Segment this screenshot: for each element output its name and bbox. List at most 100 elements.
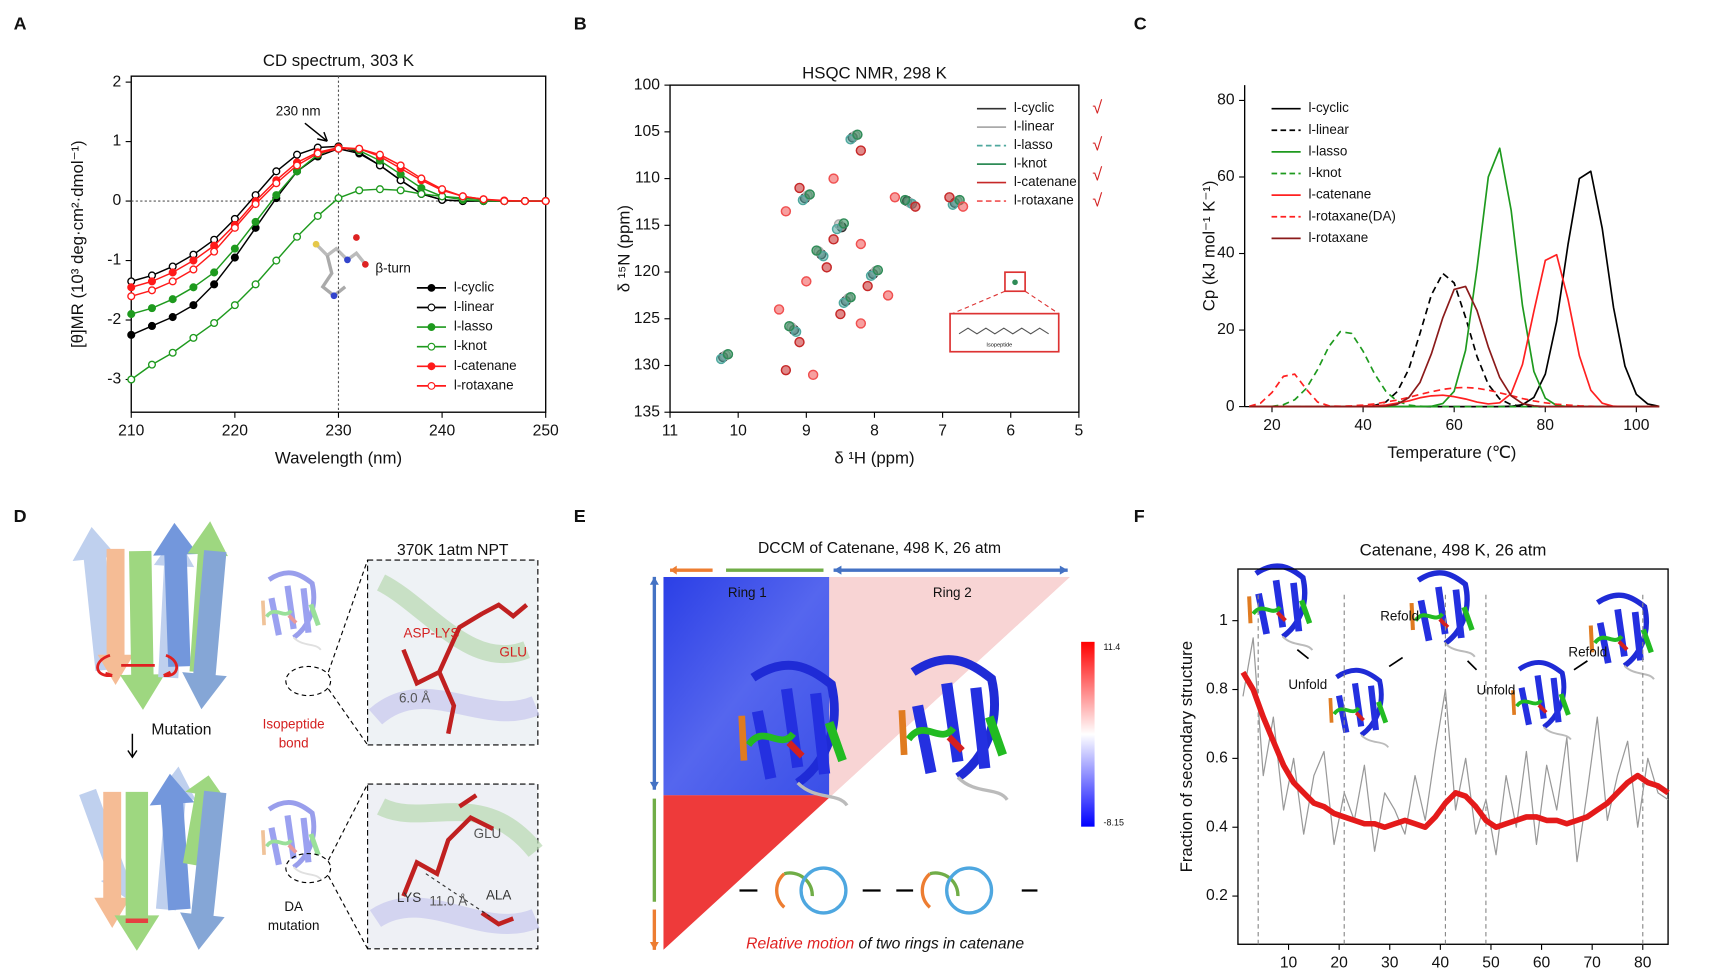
- data-point: [396, 186, 405, 195]
- x-tick-label: 230: [325, 422, 351, 439]
- data-point: [147, 321, 157, 331]
- chart: 210 220 230 240 250 -3 -2 -1 0 1 2 CD spectrum, 303…: [68, 51, 559, 468]
- da-label: DA: [284, 899, 303, 914]
- legend-label: l-linear: [1309, 122, 1350, 137]
- data-point: [230, 253, 239, 262]
- legend-label: l-cyclic: [454, 279, 495, 294]
- y-tick-label: 1: [112, 133, 121, 150]
- da-label: mutation: [268, 918, 320, 933]
- peak: [794, 336, 805, 348]
- legend-label: l-lasso: [1014, 137, 1053, 152]
- y-axis-label: Cp (kJ mol⁻¹ K⁻¹): [1199, 181, 1218, 312]
- x-tick-label: 60: [1445, 417, 1463, 434]
- isopeptide-label: bond: [279, 735, 309, 750]
- caption-highlight: Relative motion: [746, 935, 854, 952]
- y-tick-label: 1: [1219, 612, 1228, 629]
- panel-labels: A B C D E F: [14, 13, 1147, 526]
- data-point: [375, 150, 384, 159]
- checkmark: √: [1092, 97, 1102, 117]
- legend-label: l-knot: [454, 338, 487, 353]
- data-point: [147, 286, 157, 295]
- y-axis-label: δ ¹⁵N (ppm): [615, 205, 634, 292]
- highlight-ellipse: [285, 852, 332, 884]
- y-tick-label: 0.2: [1206, 887, 1228, 904]
- data-point: [230, 301, 239, 310]
- inset-label: Isopeptide: [986, 342, 1012, 348]
- data-point: [189, 333, 198, 342]
- x-axis-label: Wavelength (nm): [275, 449, 402, 468]
- data-point: [313, 211, 322, 220]
- data-point: [479, 195, 488, 204]
- legend-label: l-catenane: [454, 358, 517, 373]
- data-point: [417, 174, 426, 183]
- data-point: [147, 360, 157, 369]
- peak: [855, 145, 867, 156]
- data-point: [127, 310, 136, 319]
- legend-marker: [427, 362, 436, 371]
- isopeptide-label: Isopeptide: [263, 716, 325, 731]
- md-snapshots: [1249, 566, 1654, 747]
- peak: [780, 364, 792, 376]
- data-point: [417, 189, 426, 198]
- data-point: [189, 283, 198, 292]
- peak: [865, 270, 877, 281]
- data-point: [168, 277, 177, 286]
- legend-label: l-cyclic: [1309, 100, 1350, 115]
- plot-frame: [669, 84, 1080, 413]
- legend-label: l-lasso: [454, 319, 493, 334]
- x-tick-label: 60: [1533, 954, 1551, 971]
- legend-marker: [427, 323, 436, 332]
- legend-marker: [427, 381, 436, 390]
- y-tick-label: 135: [634, 403, 660, 420]
- data-point: [355, 144, 364, 153]
- annotation: Unfold: [1288, 677, 1327, 692]
- data-point: [334, 194, 343, 203]
- legend-marker: [427, 283, 436, 292]
- peak: [899, 194, 911, 206]
- distance-label: 6.0 Å: [399, 691, 430, 706]
- peak: [794, 182, 805, 194]
- data-point: [272, 256, 281, 265]
- y-tick-label: 2: [112, 73, 121, 90]
- legend-label: l-knot: [1309, 165, 1342, 180]
- data-point: [127, 330, 136, 339]
- residue-label: GLU: [499, 645, 527, 660]
- x-tick-label: 30: [1381, 954, 1399, 971]
- x-tick-label: 5: [1075, 422, 1084, 439]
- data-point: [230, 244, 239, 253]
- conditions-label: 370K 1atm NPT: [397, 542, 509, 559]
- peak: [889, 192, 901, 203]
- legend-label: l-rotaxane(DA): [1309, 208, 1396, 223]
- x-tick-label: 9: [802, 422, 811, 439]
- y-tick-label: 0: [1226, 398, 1235, 415]
- x-tick-label: 11: [662, 422, 678, 439]
- data-point: [458, 192, 467, 201]
- peak: [773, 304, 785, 315]
- y-tick-label: 20: [1217, 321, 1235, 338]
- plot-frame: [1237, 568, 1669, 945]
- strand: [117, 550, 166, 711]
- chart: 20 40 60 80 100 0 20 40 60 80 Temperature (℃) Cp (k…: [1199, 85, 1660, 462]
- chart-title: Catenane, 498 K, 26 atm: [1360, 541, 1547, 560]
- data-point: [168, 313, 177, 322]
- data-point: [127, 283, 136, 292]
- peak: [804, 189, 815, 200]
- peak: [957, 201, 969, 212]
- peak: [780, 206, 792, 217]
- zoom-content: [368, 574, 543, 934]
- checkmark: √: [1092, 165, 1102, 185]
- y-tick-label: 0.4: [1206, 818, 1228, 835]
- panel-label: D: [14, 506, 27, 526]
- y-tick-label: 80: [1217, 92, 1235, 109]
- annotation: Refold: [1380, 609, 1419, 624]
- x-tick-label: 10: [729, 422, 747, 439]
- annotation-arrow: [304, 122, 328, 142]
- y-tick-label: 0.6: [1206, 750, 1228, 767]
- x-tick-label: 20: [1263, 417, 1281, 434]
- data-point: [127, 375, 136, 384]
- data-point: [272, 179, 281, 188]
- x-tick-label: 80: [1537, 417, 1555, 434]
- peak: [828, 173, 839, 184]
- data-point: [334, 144, 343, 153]
- panel-label: A: [14, 13, 27, 33]
